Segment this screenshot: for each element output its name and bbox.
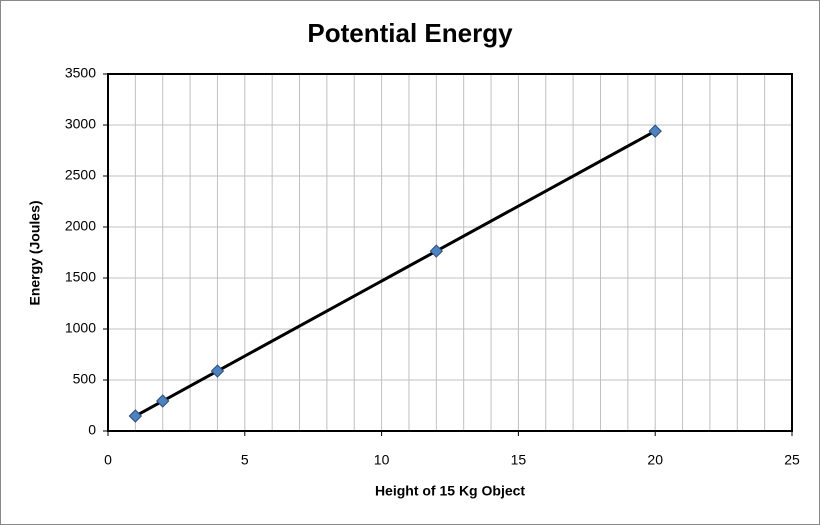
x-tick-label: 25 bbox=[784, 452, 800, 468]
y-tick-label: 0 bbox=[88, 422, 96, 438]
plot-border bbox=[107, 73, 793, 432]
data-point bbox=[429, 244, 444, 258]
y-tick-label: 500 bbox=[73, 371, 97, 387]
chart-title: Potential Energy bbox=[307, 18, 513, 48]
x-axis-label: Height of 15 Kg Object bbox=[375, 483, 525, 499]
y-tick-label: 1500 bbox=[65, 269, 96, 285]
data-point bbox=[128, 409, 143, 423]
y-tick-label: 2500 bbox=[65, 167, 96, 183]
x-tick-label: 5 bbox=[241, 452, 249, 468]
y-tick-label: 3500 bbox=[65, 65, 96, 81]
y-tick-label: 1000 bbox=[65, 320, 96, 336]
y-tick-label: 3000 bbox=[65, 116, 96, 132]
y-tick-label: 2000 bbox=[65, 218, 96, 234]
y-axis-label: Energy (Joules) bbox=[27, 200, 43, 305]
data-point bbox=[648, 124, 662, 138]
x-tick-label: 20 bbox=[647, 452, 663, 468]
x-tick-label: 0 bbox=[104, 452, 112, 468]
x-tick-label: 15 bbox=[511, 452, 527, 468]
data-point bbox=[210, 364, 225, 378]
x-tick-label: 10 bbox=[374, 452, 390, 468]
data-point bbox=[156, 394, 170, 408]
